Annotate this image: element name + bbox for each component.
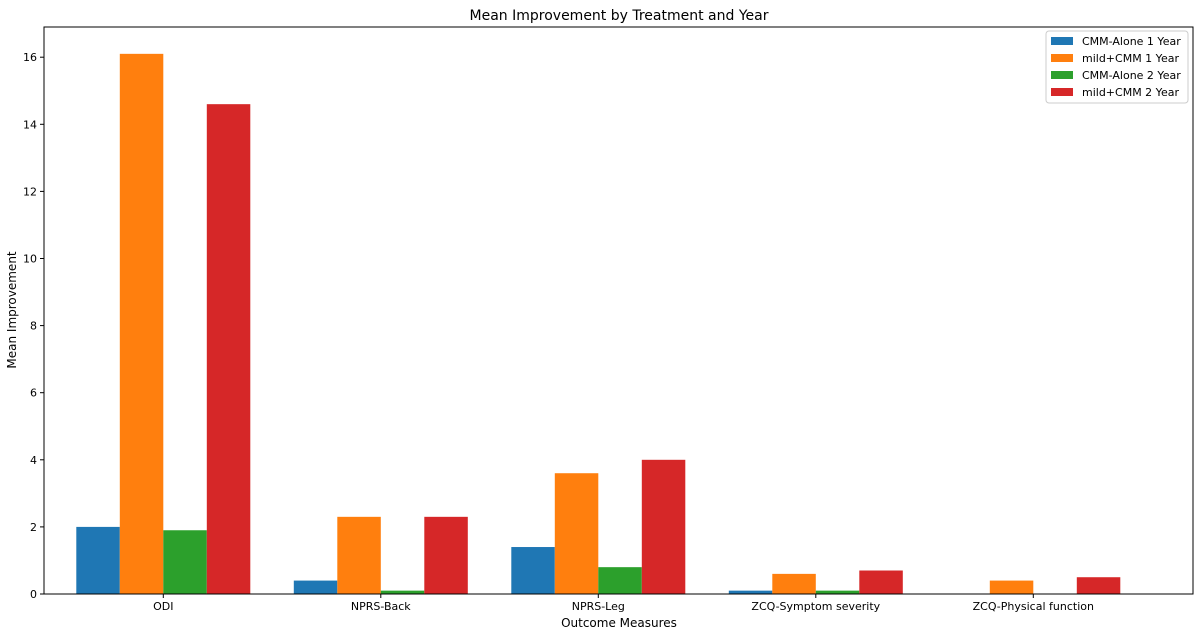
bar-1-4 [728,590,773,594]
bar-1-1 [76,526,120,594]
x-tick-label-1: NPRS-Back [351,600,411,613]
legend-label-1: CMM-Alone 1 Year [1082,35,1181,48]
bar-2-2 [337,516,381,594]
bar-4-5 [1076,577,1121,594]
legend-label-2: mild+CMM 1 Year [1082,52,1179,65]
chart-title: Mean Improvement by Treatment and Year [470,8,769,24]
bar-2-3 [554,473,599,594]
legend-swatch-4 [1051,88,1073,96]
bar-4-4 [859,570,903,594]
bar-4-2 [424,516,468,594]
x-tick-label-4: ZCQ-Physical function [973,600,1094,613]
bar-1-3 [511,547,555,594]
plot-frame [43,26,1194,595]
y-tick-label-1: 2 [30,521,37,534]
y-tick-label-2: 4 [30,454,37,467]
bar-3-1 [163,530,207,594]
bars-group [76,53,1121,595]
y-tick-label-7: 14 [23,118,37,131]
bar-2-4 [772,573,816,594]
bar-2-1 [119,53,164,594]
x-tick-label-0: ODI [153,600,173,613]
y-tick-label-5: 10 [23,252,37,265]
y-tick-label-4: 8 [30,320,37,333]
bar-4-1 [206,104,251,595]
legend-swatch-2 [1051,54,1073,62]
legend-swatch-3 [1051,71,1073,79]
bar-3-4 [815,590,860,594]
bar-3-2 [380,590,425,594]
x-axis-label: Outcome Measures [561,616,677,630]
bar-1-2 [293,580,338,594]
y-tick-label-8: 16 [23,51,37,64]
bar-2-5 [989,580,1034,594]
bar-4-3 [641,459,686,594]
legend-swatch-1 [1051,37,1073,45]
y-tick-label-0: 0 [30,588,37,601]
legend-label-3: CMM-Alone 2 Year [1082,69,1181,82]
legend-label-4: mild+CMM 2 Year [1082,86,1179,99]
x-tick-label-3: ZCQ-Symptom severity [751,600,880,613]
y-axis: 0 2 4 6 8 10 12 14 16 [23,51,44,601]
y-tick-label-3: 6 [30,387,37,400]
x-axis: ODI NPRS-Back NPRS-Leg ZCQ-Symptom severity… [153,594,1094,613]
y-axis-label: Mean Improvement [5,251,19,369]
legend: CMM-Alone 1 Year mild+CMM 1 Year CMM-Alone… [1045,30,1189,104]
x-tick-label-2: NPRS-Leg [572,600,625,613]
legend-frame [1045,30,1189,104]
bar-3-3 [598,567,642,594]
y-tick-label-6: 12 [23,185,37,198]
